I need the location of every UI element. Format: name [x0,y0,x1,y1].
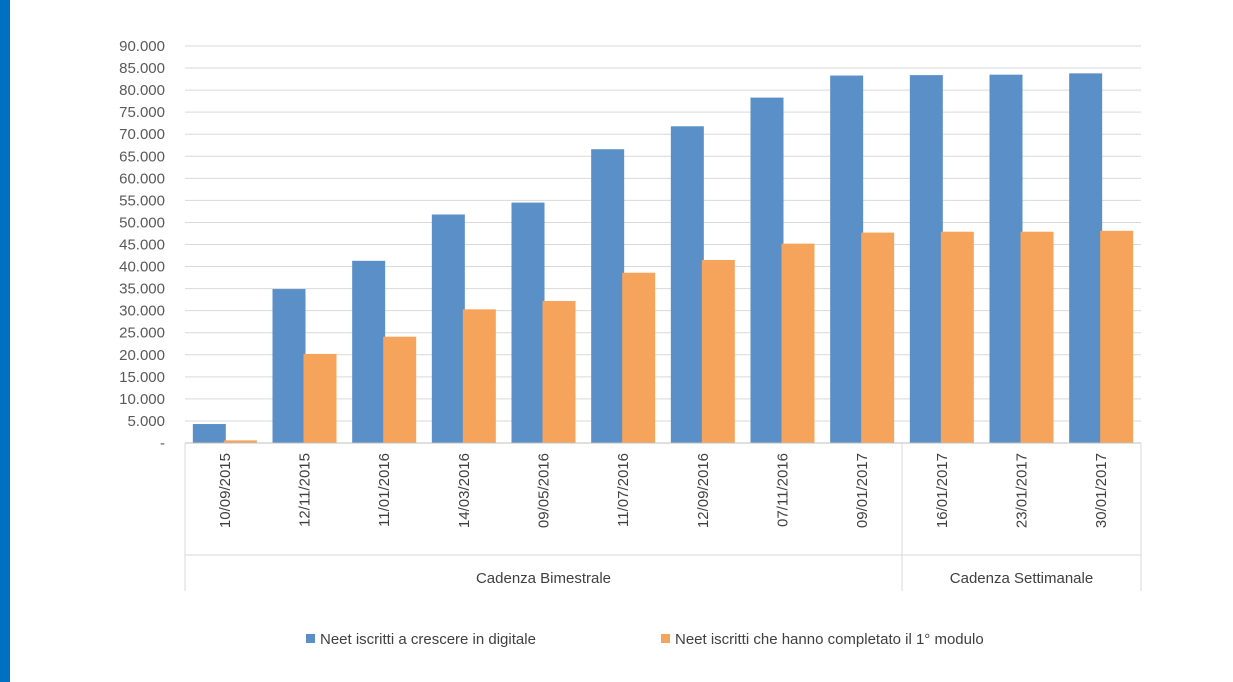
bar-completato [781,243,815,443]
bar-iscritti [591,149,625,443]
bar-completato [303,353,337,443]
bar-iscritti [352,260,386,443]
x-category-label: 12/09/2016 [695,453,712,528]
group-label: Cadenza Settimanale [950,570,1093,587]
legend-swatch [306,634,315,643]
x-category-label: 09/05/2016 [536,453,553,528]
legend-label: Neet iscritti a crescere in digitale [320,631,536,648]
bar-iscritti [909,75,943,443]
y-tick-label: 65.000 [119,148,165,165]
bars [192,73,1134,444]
bar-iscritti [750,97,784,444]
legend-swatch [661,634,670,643]
y-tick-label: 85.000 [119,60,165,77]
y-tick-label: 10.000 [119,391,165,408]
legend-label: Neet iscritti che hanno completato il 1°… [675,631,984,648]
bar-completato [861,232,895,443]
bar-completato [1100,230,1134,443]
y-tick-label: 80.000 [119,82,165,99]
bar-completato [940,231,974,443]
gridlines [185,45,1141,422]
y-tick-label: 70.000 [119,126,165,143]
bar-completato [223,440,257,443]
bar-iscritti [670,126,704,443]
y-tick-label: 55.000 [119,192,165,209]
bar-completato [1020,231,1054,443]
bar-iscritti [272,289,306,443]
y-tick-label: 35.000 [119,281,165,298]
x-category-label: 10/09/2015 [217,453,234,528]
y-tick-label: 40.000 [119,259,165,276]
x-category-label: 11/01/2016 [376,453,393,527]
bar-completato [542,300,576,443]
bar-iscritti [511,202,545,443]
x-category-label: 12/11/2015 [297,453,314,527]
y-tick-label: 30.000 [119,303,165,320]
bar-completato [383,336,417,443]
x-category-label: 30/01/2017 [1093,453,1110,528]
bar-completato [701,259,735,443]
y-tick-label: 90.000 [119,38,165,55]
group-label: Cadenza Bimestrale [476,570,611,587]
bar-iscritti [192,424,226,443]
y-tick-label: - [160,435,165,452]
y-axis-tick-labels: - 5.000 10.000 15.000 20.000 25.000 30.000 35.0… [119,38,165,452]
y-tick-label: 45.000 [119,237,165,254]
x-category-label: 11/07/2016 [615,453,632,527]
x-category-label: 09/01/2017 [854,453,871,528]
x-category-label: 07/11/2016 [775,453,792,527]
y-tick-label: 25.000 [119,325,165,342]
y-tick-label: 50.000 [119,214,165,231]
x-category-label: 14/03/2016 [456,453,473,528]
y-tick-label: 75.000 [119,104,165,121]
x-category-label: 16/01/2017 [934,453,951,528]
bar-iscritti [830,75,864,443]
legend: Neet iscritti a crescere in digitale Neet… [306,631,984,648]
slide-top-band [82,0,1169,12]
bar-iscritti [1069,73,1103,444]
y-tick-label: 20.000 [119,347,165,364]
x-category-label: 23/01/2017 [1014,453,1031,528]
bar-completato [622,272,656,443]
y-tick-label: 15.000 [119,369,165,386]
x-axis: 10/09/2015 12/11/2015 11/01/2016 14/03/2016… [184,442,1142,591]
y-tick-label: 60.000 [119,170,165,187]
bar-iscritti [431,214,465,443]
bar-completato [462,309,496,443]
bar-iscritti [989,74,1023,443]
y-tick-label: 5.000 [127,413,165,430]
